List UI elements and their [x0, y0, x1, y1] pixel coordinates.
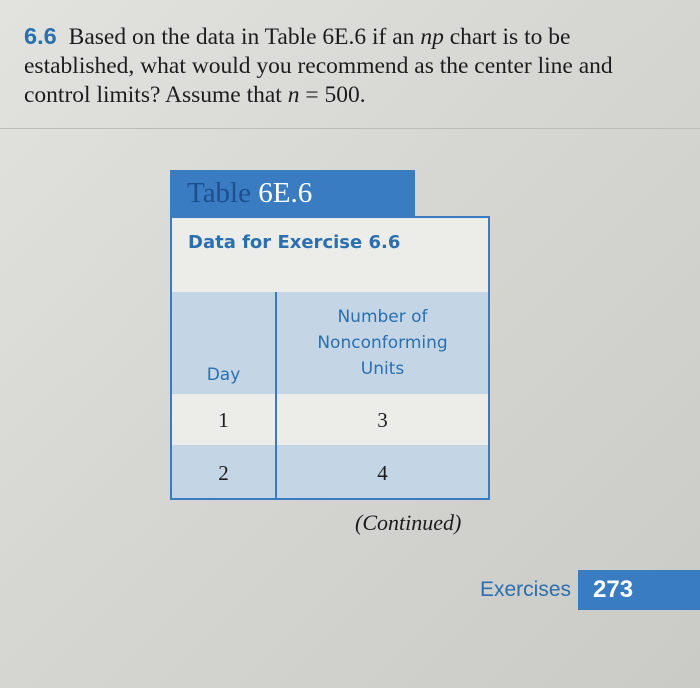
exercise-problem: 6.6 Based on the data in Table 6E.6 if an… [24, 23, 613, 108]
divider [0, 128, 700, 129]
footer-section: Exercises [480, 578, 572, 601]
problem-number: 6.6 [24, 23, 57, 49]
data-table: Data for Exercise 6.6 Day Number of Nonc… [170, 216, 490, 500]
column-divider [275, 292, 277, 498]
cell-day: 2 [218, 461, 229, 485]
continued-note: (Continued) [355, 510, 462, 535]
page-number: 273 [578, 570, 700, 610]
cell-day: 1 [218, 408, 229, 432]
table-label: Table 6E.6 [170, 170, 415, 217]
cell-count: 4 [377, 461, 388, 485]
table-caption: Data for Exercise 6.6 [188, 232, 401, 253]
table-row [172, 445, 488, 498]
header-nonconforming: Number of Nonconforming Units [317, 307, 448, 379]
cell-count: 3 [377, 408, 388, 432]
header-day: Day [206, 365, 241, 385]
table-header-row [172, 292, 488, 394]
table-row [172, 394, 488, 445]
